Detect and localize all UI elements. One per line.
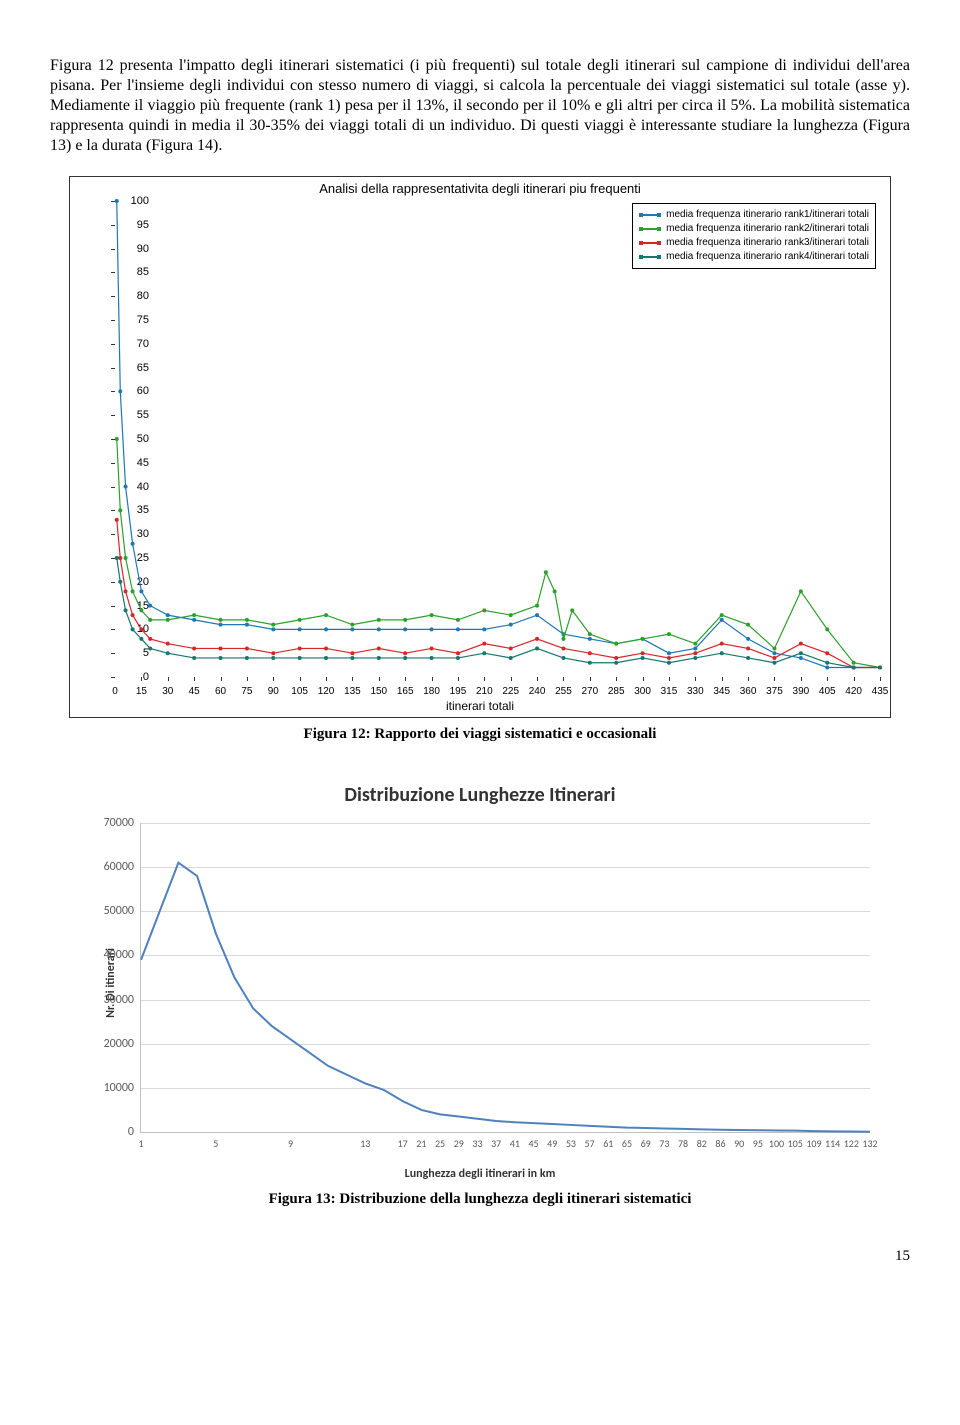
chart2-plot: 0100002000030000400005000060000700001591… bbox=[140, 823, 870, 1133]
chart1-title: Analisi della rappresentativita degli it… bbox=[70, 181, 890, 196]
figure13-caption: Figura 13: Distribuzione della lunghezza… bbox=[50, 1191, 910, 1208]
page-number: 15 bbox=[50, 1248, 910, 1265]
chart2-title: Distribuzione Lunghezze Itinerari bbox=[70, 783, 890, 807]
chart2-xlabel: Lunghezza degli itinerari in km bbox=[70, 1167, 890, 1181]
chart1-xlabel: itinerari totali bbox=[70, 699, 890, 713]
figure-12: Analisi della rappresentativita degli it… bbox=[50, 176, 910, 743]
figure12-caption: Figura 12: Rapporto dei viaggi sistemati… bbox=[50, 726, 910, 743]
body-paragraph: Figura 12 presenta l'impatto degli itine… bbox=[50, 56, 910, 156]
figure-13: Distribuzione Lunghezze Itinerari Nr. Di… bbox=[50, 783, 910, 1208]
chart-figure-12: Analisi della rappresentativita degli it… bbox=[69, 176, 891, 718]
chart1-plot: 0510152025303540455055606570758085909510… bbox=[115, 201, 880, 677]
chart1-legend: media frequenza itinerario rank1/itinera… bbox=[632, 203, 876, 269]
chart-figure-13: Distribuzione Lunghezze Itinerari Nr. Di… bbox=[70, 783, 890, 1183]
